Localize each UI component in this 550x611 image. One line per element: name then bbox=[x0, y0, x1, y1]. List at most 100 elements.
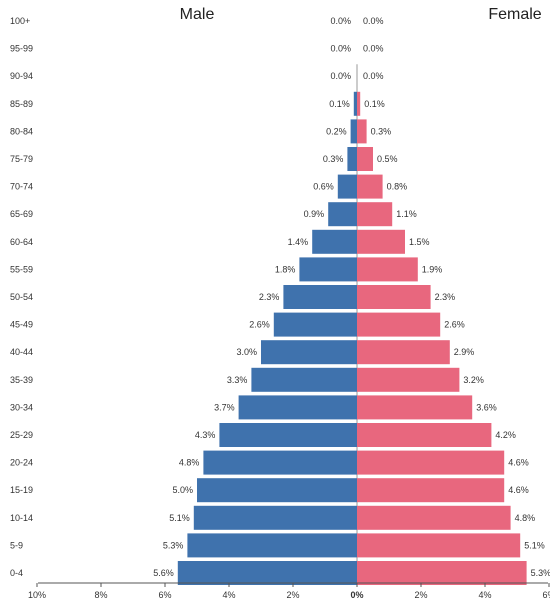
bar-female-20-24 bbox=[357, 450, 505, 475]
value-label-female-10-14: 4.8% bbox=[515, 513, 536, 523]
value-label-male-75-79: 0.3% bbox=[323, 154, 344, 164]
bar-male-50-54 bbox=[283, 285, 357, 309]
bar-male-10-14 bbox=[193, 505, 357, 530]
value-label-female-15-19: 4.6% bbox=[508, 485, 529, 495]
age-label-15-19: 15-19 bbox=[10, 485, 33, 495]
x-tick-label-6: 2% bbox=[414, 590, 427, 600]
bar-female-50-54 bbox=[357, 285, 431, 309]
bar-male-80-84 bbox=[350, 119, 357, 144]
value-label-male-80-84: 0.2% bbox=[326, 126, 347, 136]
bar-female-40-44 bbox=[357, 340, 450, 365]
value-label-female-25-29: 4.2% bbox=[495, 430, 516, 440]
bar-female-55-59 bbox=[357, 257, 418, 282]
bars bbox=[177, 64, 527, 585]
bar-male-5-9 bbox=[187, 533, 357, 558]
bar-female-85-89 bbox=[357, 91, 361, 116]
age-label-80-84: 80-84 bbox=[10, 126, 33, 136]
bar-male-35-39 bbox=[251, 367, 357, 392]
age-label-35-39: 35-39 bbox=[10, 375, 33, 385]
value-label-male-60-64: 1.4% bbox=[288, 237, 309, 247]
legend: Male Female bbox=[180, 6, 542, 23]
bar-male-30-34 bbox=[238, 395, 357, 420]
age-label-55-59: 55-59 bbox=[10, 264, 33, 274]
legend-female: Female bbox=[488, 6, 541, 23]
value-label-female-60-64: 1.5% bbox=[409, 237, 430, 247]
value-label-female-85-89: 0.1% bbox=[364, 99, 385, 109]
value-label-male-50-54: 2.3% bbox=[259, 292, 280, 302]
age-label-0-4: 0-4 bbox=[10, 568, 23, 578]
age-label-90-94: 90-94 bbox=[10, 71, 33, 81]
value-label-male-5-9: 5.3% bbox=[163, 540, 184, 550]
x-tick-label-3: 4% bbox=[222, 590, 235, 600]
age-label-25-29: 25-29 bbox=[10, 430, 33, 440]
bar-female-35-39 bbox=[357, 367, 460, 392]
value-label-female-100plus: 0.0% bbox=[363, 16, 384, 26]
value-label-female-90-94: 0.0% bbox=[363, 71, 384, 81]
value-label-male-25-29: 4.3% bbox=[195, 430, 216, 440]
bar-male-70-74 bbox=[337, 174, 357, 199]
bar-male-40-44 bbox=[261, 340, 357, 365]
value-label-female-65-69: 1.1% bbox=[396, 209, 417, 219]
value-label-male-15-19: 5.0% bbox=[172, 485, 193, 495]
value-label-female-50-54: 2.3% bbox=[435, 292, 456, 302]
value-label-female-45-49: 2.6% bbox=[444, 320, 465, 330]
bar-female-60-64 bbox=[357, 229, 405, 254]
value-label-female-35-39: 3.2% bbox=[463, 375, 484, 385]
x-tick-label-4: 2% bbox=[286, 590, 299, 600]
x-axis: 10% 8% 6% 4% 2% 0% 2% 4% 6% bbox=[28, 582, 550, 600]
value-label-male-40-44: 3.0% bbox=[236, 347, 257, 357]
bar-male-25-29 bbox=[219, 423, 357, 447]
bar-female-30-34 bbox=[357, 395, 473, 420]
x-tick-label-8: 6% bbox=[542, 590, 550, 600]
bar-male-55-59 bbox=[299, 257, 357, 282]
value-label-male-70-74: 0.6% bbox=[313, 182, 334, 192]
age-label-70-74: 70-74 bbox=[10, 182, 33, 192]
value-label-female-5-9: 5.1% bbox=[524, 540, 545, 550]
value-label-male-10-14: 5.1% bbox=[169, 513, 190, 523]
age-label-75-79: 75-79 bbox=[10, 154, 33, 164]
x-tick-label-7: 4% bbox=[478, 590, 491, 600]
bar-female-45-49 bbox=[357, 312, 441, 337]
x-tick-label-0: 10% bbox=[28, 590, 46, 600]
value-label-female-70-74: 0.8% bbox=[387, 182, 408, 192]
age-label-20-24: 20-24 bbox=[10, 458, 33, 468]
x-tick-label-2: 6% bbox=[158, 590, 171, 600]
bar-female-75-79 bbox=[357, 147, 373, 171]
age-label-60-64: 60-64 bbox=[10, 237, 33, 247]
value-label-male-100plus: 0.0% bbox=[330, 16, 351, 26]
age-label-95-99: 95-99 bbox=[10, 44, 33, 54]
value-label-female-80-84: 0.3% bbox=[371, 126, 392, 136]
value-label-male-35-39: 3.3% bbox=[227, 375, 248, 385]
bar-male-45-49 bbox=[273, 312, 357, 337]
age-label-50-54: 50-54 bbox=[10, 292, 33, 302]
bar-male-75-79 bbox=[347, 147, 357, 171]
age-label-5-9: 5-9 bbox=[10, 540, 23, 550]
age-label-100plus: 100+ bbox=[10, 16, 30, 26]
bar-female-65-69 bbox=[357, 202, 393, 227]
bar-male-15-19 bbox=[197, 478, 357, 503]
bar-female-80-84 bbox=[357, 119, 367, 144]
value-label-male-0-4: 5.6% bbox=[153, 568, 174, 578]
bar-female-15-19 bbox=[357, 478, 505, 503]
value-label-male-20-24: 4.8% bbox=[179, 458, 200, 468]
bar-male-0-4 bbox=[177, 561, 357, 585]
age-label-40-44: 40-44 bbox=[10, 347, 33, 357]
value-label-female-0-4: 5.3% bbox=[531, 568, 550, 578]
bar-male-65-69 bbox=[328, 202, 357, 227]
value-label-female-40-44: 2.9% bbox=[454, 347, 475, 357]
bar-female-10-14 bbox=[357, 505, 511, 530]
value-label-female-75-79: 0.5% bbox=[377, 154, 398, 164]
value-label-male-95-99: 0.0% bbox=[330, 44, 351, 54]
age-label-30-34: 30-34 bbox=[10, 402, 33, 412]
x-tick-label-5: 0% bbox=[350, 590, 363, 600]
bar-female-25-29 bbox=[357, 423, 492, 447]
value-label-female-30-34: 3.6% bbox=[476, 402, 497, 412]
bar-female-5-9 bbox=[357, 533, 521, 558]
value-label-male-45-49: 2.6% bbox=[249, 320, 270, 330]
value-label-male-30-34: 3.7% bbox=[214, 402, 235, 412]
legend-male: Male bbox=[180, 6, 215, 23]
value-label-male-90-94: 0.0% bbox=[330, 71, 351, 81]
bar-male-20-24 bbox=[203, 450, 357, 475]
value-label-female-55-59: 1.9% bbox=[422, 264, 443, 274]
